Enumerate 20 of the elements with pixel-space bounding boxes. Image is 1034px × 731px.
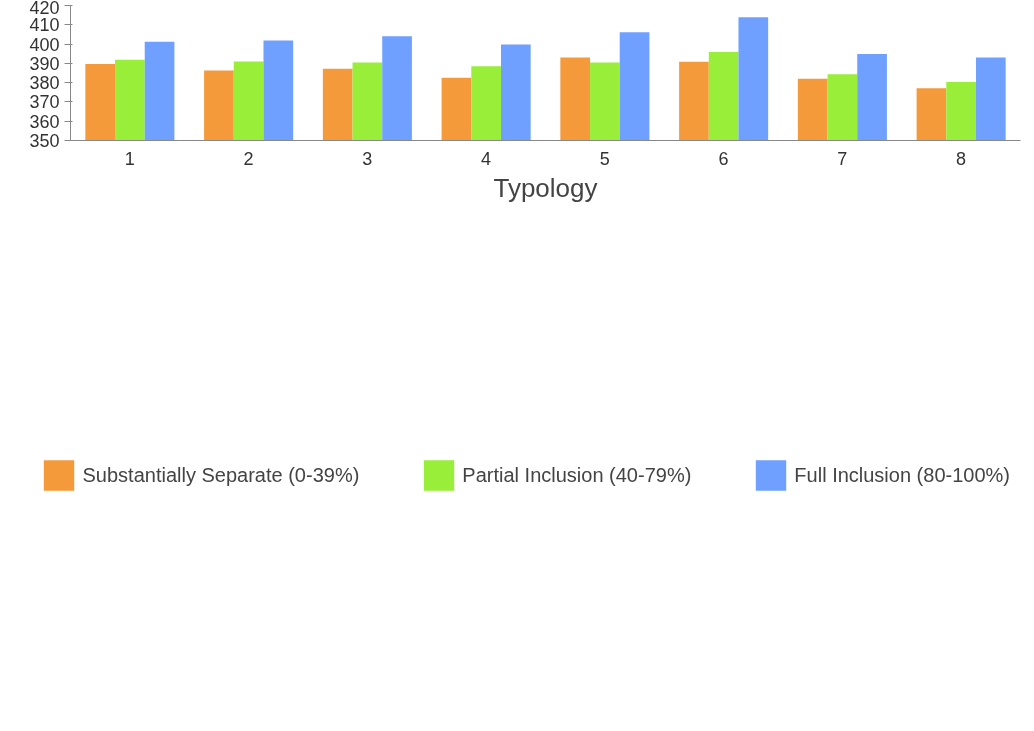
legend-label: Substantially Separate (0-39%) (82, 463, 360, 487)
x-tick-label: 8 (956, 148, 967, 169)
legend-label: Partial Inclusion (40-79%) (462, 463, 692, 487)
y-tick-label: 410 (29, 15, 60, 36)
y-tick-label: 390 (29, 53, 60, 74)
x-axis-title: Typology (493, 172, 598, 203)
y-tick-label: 370 (29, 92, 60, 113)
y-tick-label: 360 (29, 111, 60, 132)
x-tick-label: 4 (481, 148, 492, 169)
y-tick-label: 420 (29, 0, 60, 18)
y-tick-label: 350 (29, 131, 60, 151)
x-tick-label: 1 (124, 148, 135, 169)
legend-label: Full Inclusion (80-100%) (794, 463, 1010, 487)
y-tick-label: 400 (29, 34, 60, 55)
y-tick-label: 380 (29, 73, 60, 94)
x-tick-label: 2 (243, 148, 254, 169)
x-tick-label: 7 (837, 148, 848, 169)
x-tick-label: 6 (718, 148, 729, 169)
x-tick-label: 3 (362, 148, 373, 169)
x-tick-label: 5 (599, 148, 610, 169)
